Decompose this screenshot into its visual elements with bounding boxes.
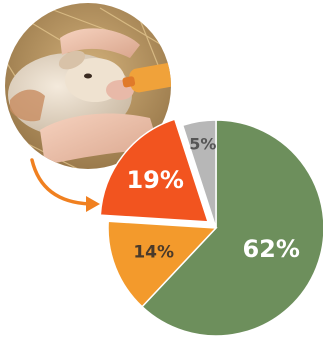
photo-calf-bottle-feeding-icon	[5, 3, 171, 169]
pie-slice-label: 19%	[126, 166, 183, 194]
pie-slice	[99, 118, 210, 223]
pie-slice-label: 62%	[242, 235, 299, 263]
pie-slice-label: 5%	[189, 134, 216, 153]
pie-slice-label: 14%	[133, 243, 174, 263]
curved-arrow-icon	[30, 158, 100, 212]
pie-slice	[107, 220, 218, 308]
pie-slice	[141, 119, 323, 337]
pie-chart	[99, 118, 323, 337]
pie-slice	[181, 119, 217, 229]
pie-labels: 62% 14% 19% 5%	[126, 134, 299, 263]
